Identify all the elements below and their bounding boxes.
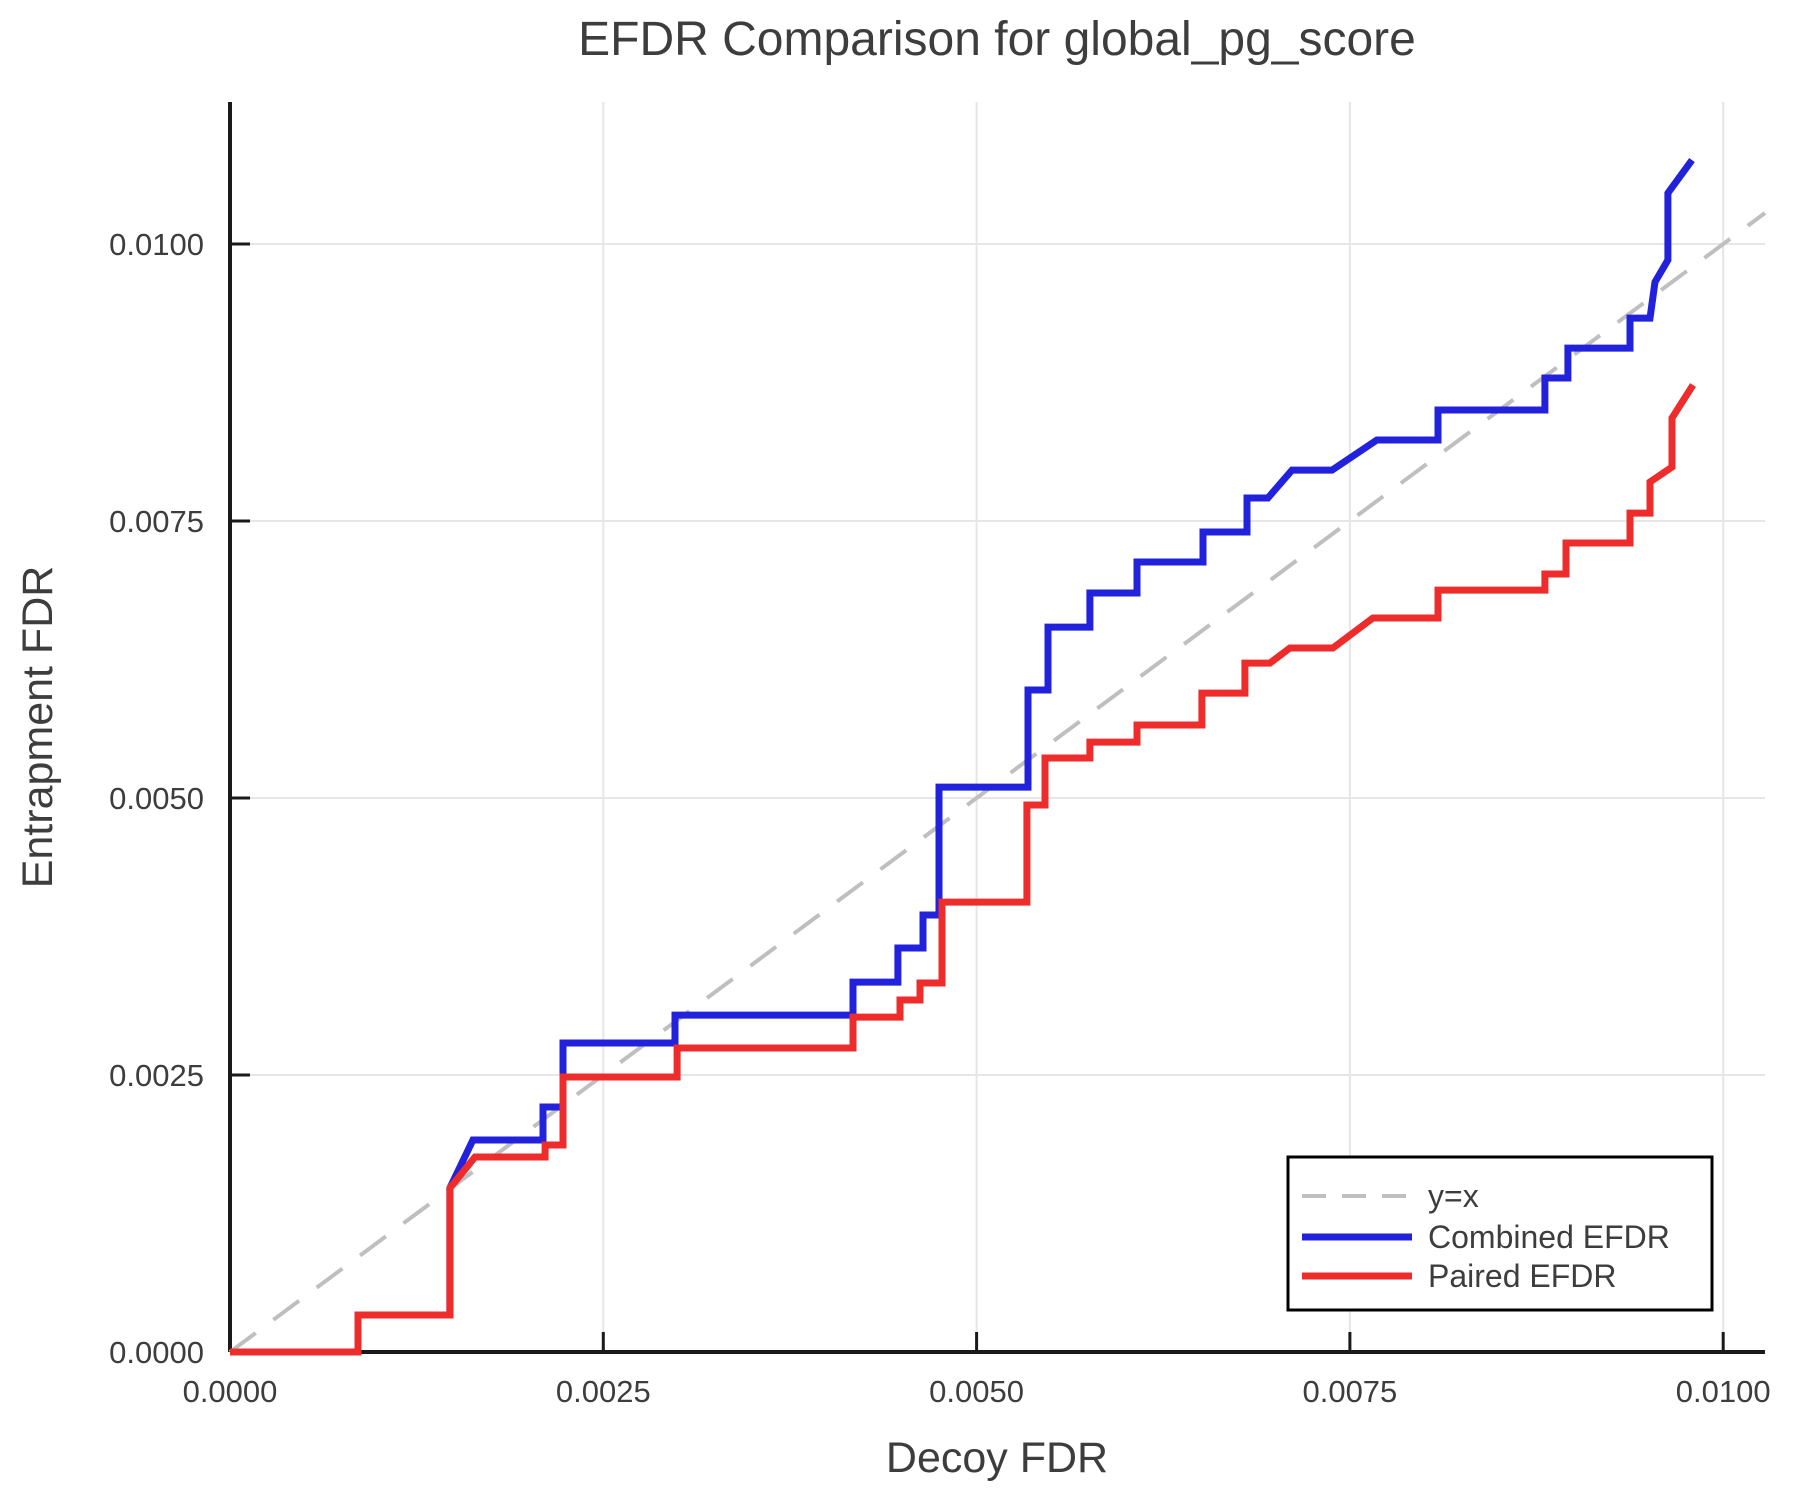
series-lines <box>228 158 1767 1356</box>
x-tick-label: 0.0075 <box>1302 1374 1397 1409</box>
y-tick-label: 0.0000 <box>109 1335 204 1370</box>
legend-label-combined-efdr: Combined EFDR <box>1428 1219 1670 1255</box>
x-axis-label: Decoy FDR <box>886 1434 1108 1482</box>
x-tick-label: 0.0025 <box>556 1374 651 1409</box>
series-paired-efdr <box>230 383 1696 1356</box>
gridlines <box>230 102 1765 1352</box>
legend-label-identity: y=x <box>1428 1178 1479 1214</box>
x-tick-label: 0.0100 <box>1676 1374 1771 1409</box>
y-tick-label: 0.0025 <box>109 1058 204 1093</box>
legend: y=x Combined EFDR Paired EFDR <box>1286 1155 1714 1312</box>
tick-labels: 0.0000 0.0025 0.0050 0.0075 0.0100 0.0000 0.00… <box>109 227 1770 1409</box>
y-tick-label: 0.0075 <box>109 504 204 539</box>
y-tick-label: 0.0050 <box>109 781 204 816</box>
series-y-x <box>228 211 1767 1354</box>
legend-label-paired-efdr: Paired EFDR <box>1428 1258 1617 1294</box>
axes <box>228 102 1765 1354</box>
y-axis-label: Entrapment FDR <box>14 566 62 889</box>
x-tick-label: 0.0050 <box>929 1374 1024 1409</box>
y-tick-label: 0.0100 <box>109 227 204 262</box>
chart-title: EFDR Comparison for global_pg_score <box>578 13 1416 66</box>
x-tick-label: 0.0000 <box>183 1374 278 1409</box>
